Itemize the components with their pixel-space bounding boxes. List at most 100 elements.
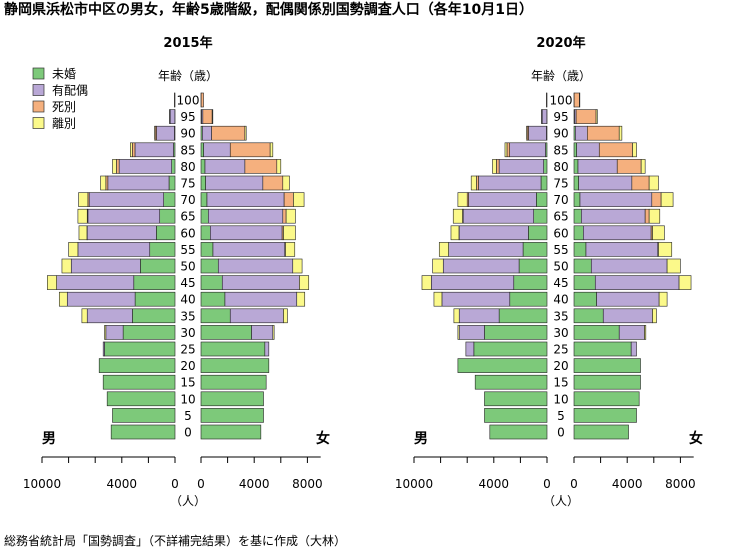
bar-male-unmarried [536,193,547,207]
age-tick-label: 30 [180,326,195,340]
age-tick-label: 75 [553,177,568,191]
legend-label-widowed: 死別 [52,100,76,114]
bar-female-divorced [659,292,667,306]
bar-female-unmarried [574,292,597,306]
bar-male-married [157,126,175,140]
bar-female-unmarried [201,325,252,339]
age-tick-label: 50 [553,260,568,274]
bar-female-divorced [633,143,637,157]
female-axis-tick-label: 8000 [665,477,696,491]
bar-female-widowed [212,126,245,140]
bar-female-widowed [230,143,270,157]
bar-female-widowed [587,126,619,140]
bar-female-married [205,159,245,173]
bar-female-divorced [644,325,645,339]
bar-male-married [459,226,528,240]
bar-male-divorced [101,176,106,190]
age-tick-label: 70 [180,193,195,207]
bar-female-widowed [599,143,632,157]
bar-female-married [222,276,299,290]
age-tick-label: 10 [180,392,195,406]
female-axis-tick-label: 0 [570,477,578,491]
bar-female-divorced [297,292,305,306]
bar-male-unmarried [150,242,175,256]
bar-female-divorced [212,110,213,124]
bar-male-married [499,159,544,173]
age-tick-label: 25 [553,343,568,357]
bar-female-unmarried [574,408,637,422]
bar-female-married [583,226,651,240]
bar-male-divorced [471,176,476,190]
bar-female-unmarried [201,292,225,306]
panel-title: 2015年 [163,35,212,51]
age-tick-label: 55 [553,243,568,257]
age-tick-label: 15 [180,376,195,390]
bar-male-married [119,159,172,173]
bar-female-unmarried [574,176,579,190]
age-tick-label: 90 [553,127,568,141]
bar-male-widowed [132,143,135,157]
bar-female-widowed [283,209,286,223]
bar-male-married [78,242,150,256]
bar-female-unmarried [201,242,213,256]
age-tick-label: 35 [180,309,195,323]
legend-swatch-married [33,85,44,96]
bar-male-unmarried [132,309,175,323]
pyramid-panel: 2020年年齢（歳）051015202530354045505560657075… [395,35,703,508]
age-tick-label: 70 [553,193,568,207]
bar-female-unmarried [574,342,631,356]
male-axis-tick-label: 4000 [479,477,510,491]
bar-female-unmarried [201,408,264,422]
bar-female-divorced [283,309,287,323]
bar-female-married [631,342,636,356]
bar-male-divorced [453,209,462,223]
bar-male-divorced [155,126,156,140]
bar-male-married [442,292,510,306]
bar-female-married [586,242,658,256]
bar-female-unmarried [574,209,581,223]
bar-female-unmarried [574,325,619,339]
bar-male-unmarried [514,276,547,290]
bar-male-divorced [434,292,442,306]
bar-male-unmarried [484,325,547,339]
bar-female-married [619,325,644,339]
bar-male-divorced [79,226,87,240]
bar-male-divorced [79,193,88,207]
age-tick-label: 65 [553,210,568,224]
female-axis-tick-label: 4000 [239,477,270,491]
age-tick-label: 20 [180,359,195,373]
bar-female-divorced [667,259,680,273]
bar-female-unmarried [201,375,266,389]
bar-male-unmarried [105,342,175,356]
bar-female-widowed [284,193,293,207]
legend-swatch-unmarried [33,68,44,79]
age-tick-label: 55 [180,243,195,257]
bar-male-unmarried [523,242,547,256]
bar-female-widowed [617,159,641,173]
bar-male-unmarried [123,325,175,339]
female-axis-tick-label: 4000 [612,477,643,491]
bar-female-unmarried [201,276,222,290]
panel-title: 2020年 [536,35,585,51]
bar-female-unmarried [574,375,641,389]
bar-female-married [252,325,273,339]
bar-male-unmarried [107,392,175,406]
bar-female-widowed [574,93,579,107]
bar-male-married [71,259,140,273]
bar-male-married [103,342,104,356]
bar-male-married [449,242,523,256]
bar-male-unmarried [484,392,547,406]
legend-swatch-widowed [33,101,44,112]
bar-male-unmarried [534,209,547,223]
bar-male-divorced [422,276,431,290]
bar-female-divorced [270,143,273,157]
bar-male-unmarried [135,292,175,306]
bar-female-divorced [679,276,691,290]
bar-male-unmarried [490,425,547,439]
age-tick-label: 60 [180,226,195,240]
bar-female-widowed [263,176,283,190]
bar-female-unmarried [574,359,641,373]
bar-female-divorced [652,309,656,323]
